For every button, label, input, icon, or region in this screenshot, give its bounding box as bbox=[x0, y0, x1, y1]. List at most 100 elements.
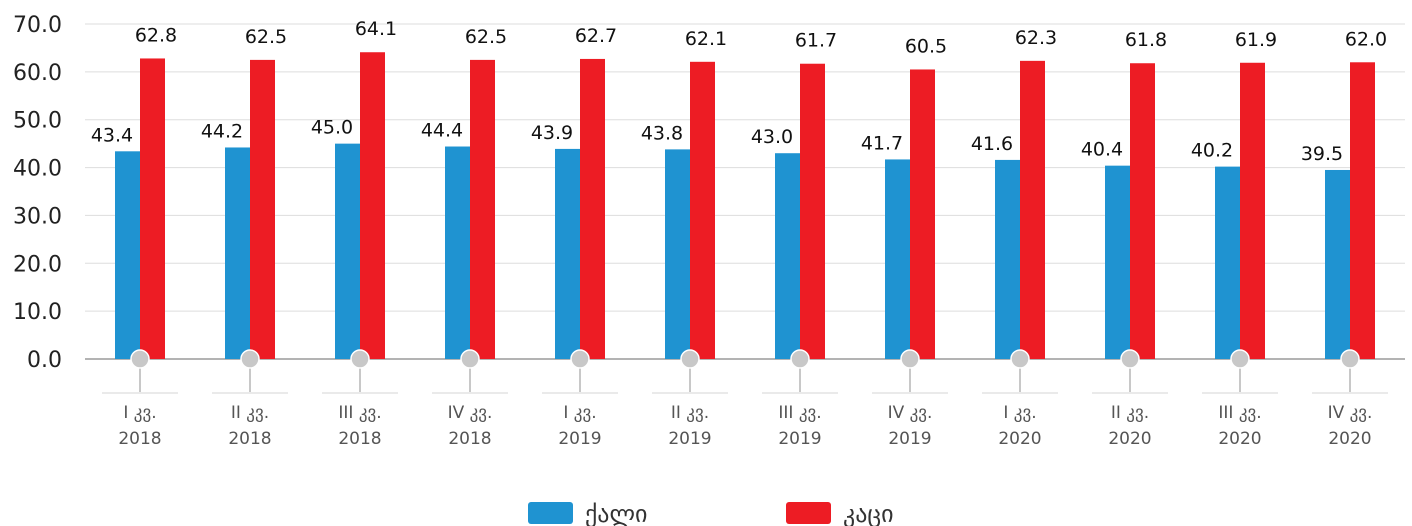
data-label: 41.6 bbox=[971, 133, 1013, 155]
bar-women bbox=[1105, 165, 1130, 359]
legend-label-men: კაცი bbox=[843, 500, 894, 526]
gridlines bbox=[85, 23, 1405, 360]
x-tick-marker bbox=[1120, 349, 1140, 369]
x-tick-marker bbox=[790, 349, 810, 369]
bar-women bbox=[775, 153, 800, 359]
x-tick-label-year: 2018 bbox=[118, 429, 161, 449]
x-tick-label-year: 2018 bbox=[448, 429, 491, 449]
bar-men bbox=[580, 58, 605, 359]
x-tick-label-quarter: III კვ. bbox=[1218, 403, 1261, 423]
x-tick-label-quarter: II კვ. bbox=[671, 403, 709, 423]
y-tick-label: 10.0 bbox=[13, 300, 62, 325]
bar-women bbox=[555, 148, 580, 359]
x-tick-marker bbox=[350, 349, 370, 369]
data-label: 40.4 bbox=[1081, 139, 1123, 161]
data-label: 62.0 bbox=[1345, 28, 1387, 50]
bar-men bbox=[1240, 62, 1265, 360]
x-tick-label-year: 2020 bbox=[998, 429, 1041, 449]
bar-men bbox=[800, 63, 825, 359]
x-tick-label-year: 2018 bbox=[228, 429, 271, 449]
x-tick-marker bbox=[570, 349, 590, 369]
bar-men bbox=[1020, 60, 1045, 359]
bar-men bbox=[1130, 63, 1155, 359]
x-tick-marker bbox=[900, 349, 920, 369]
x-tick-marker bbox=[240, 349, 260, 369]
data-label: 62.3 bbox=[1015, 27, 1057, 49]
data-label: 60.5 bbox=[905, 35, 947, 57]
legend-swatch-women bbox=[528, 502, 573, 524]
bar-men bbox=[1350, 62, 1375, 360]
x-tick-marker bbox=[1010, 349, 1030, 369]
x-tick-marker bbox=[1340, 349, 1360, 369]
legend-label-women: ქალი bbox=[585, 500, 647, 526]
x-tick-label-quarter: I კვ. bbox=[1003, 403, 1036, 423]
bar-men bbox=[140, 58, 165, 359]
x-axis: I კვ. 2018 II კვ. 2018 III კვ. 2018 IV კვ. 2018… bbox=[102, 349, 1388, 449]
x-tick-label-quarter: III კვ. bbox=[778, 403, 821, 423]
data-label: 43.0 bbox=[751, 126, 793, 148]
x-tick-label-year: 2019 bbox=[888, 429, 931, 449]
x-tick-label-quarter: I კვ. bbox=[123, 403, 156, 423]
legend-swatch-men bbox=[786, 502, 831, 524]
x-tick-marker bbox=[680, 349, 700, 369]
data-label: 61.9 bbox=[1235, 29, 1277, 51]
bar-women bbox=[115, 151, 140, 359]
x-tick-label-quarter: III კვ. bbox=[338, 403, 381, 423]
y-tick-label: 50.0 bbox=[13, 109, 62, 134]
bar-women bbox=[1215, 166, 1240, 359]
y-axis: 0.0 10.0 20.0 30.0 40.0 50.0 60.0 70.0 bbox=[13, 13, 62, 373]
bar-men bbox=[910, 69, 935, 359]
data-label: 62.5 bbox=[245, 26, 287, 48]
data-label: 44.4 bbox=[421, 120, 463, 142]
x-tick-label-year: 2018 bbox=[338, 429, 381, 449]
bar-men bbox=[470, 59, 495, 360]
data-label: 62.1 bbox=[685, 28, 727, 50]
bar-men bbox=[360, 52, 385, 359]
data-label: 64.1 bbox=[355, 18, 397, 40]
bar-women bbox=[445, 146, 470, 359]
bars bbox=[115, 52, 1375, 360]
bar-women bbox=[995, 159, 1020, 359]
legend: ქალი კაცი bbox=[528, 500, 894, 526]
bar-women bbox=[1325, 169, 1350, 359]
x-tick-label-quarter: IV კვ. bbox=[448, 403, 493, 423]
y-tick-label: 60.0 bbox=[13, 61, 62, 86]
data-label: 39.5 bbox=[1301, 143, 1343, 165]
data-label: 41.7 bbox=[861, 132, 903, 154]
y-tick-label: 70.0 bbox=[13, 13, 62, 38]
data-label: 43.9 bbox=[531, 122, 573, 144]
y-tick-label: 30.0 bbox=[13, 204, 62, 229]
value-labels: 43.4 62.8 44.2 62.5 45.0 64.1 44.4 62.5 43.9 62.7… bbox=[91, 18, 1387, 165]
bar-women bbox=[665, 149, 690, 359]
data-label: 62.7 bbox=[575, 25, 617, 47]
x-tick-marker bbox=[1230, 349, 1250, 369]
data-label: 61.8 bbox=[1125, 29, 1167, 51]
y-tick-label: 0.0 bbox=[27, 348, 62, 373]
x-tick-marker bbox=[130, 349, 150, 369]
x-tick-label-year: 2020 bbox=[1218, 429, 1261, 449]
x-tick-label-year: 2020 bbox=[1328, 429, 1371, 449]
bar-women bbox=[225, 147, 250, 359]
bar-women bbox=[885, 159, 910, 359]
data-label: 61.7 bbox=[795, 30, 837, 52]
x-tick-label-quarter: II კვ. bbox=[1111, 403, 1149, 423]
x-tick-label-quarter: IV კვ. bbox=[1328, 403, 1373, 423]
data-label: 44.2 bbox=[201, 120, 243, 142]
data-label: 43.4 bbox=[91, 124, 133, 146]
x-tick-marker bbox=[460, 349, 480, 369]
x-tick-label-year: 2019 bbox=[778, 429, 821, 449]
bar-men bbox=[250, 59, 275, 360]
bar-women bbox=[335, 143, 360, 359]
data-label: 45.0 bbox=[311, 117, 353, 139]
y-tick-label: 40.0 bbox=[13, 157, 62, 182]
data-label: 62.5 bbox=[465, 26, 507, 48]
data-label: 40.2 bbox=[1191, 140, 1233, 162]
data-label: 62.8 bbox=[135, 24, 177, 46]
x-tick-label-quarter: I კვ. bbox=[563, 403, 596, 423]
x-tick-label-year: 2020 bbox=[1108, 429, 1151, 449]
y-tick-label: 20.0 bbox=[13, 252, 62, 277]
x-tick-label-quarter: II კვ. bbox=[231, 403, 269, 423]
x-tick-label-quarter: IV კვ. bbox=[888, 403, 933, 423]
x-tick-label-year: 2019 bbox=[558, 429, 601, 449]
